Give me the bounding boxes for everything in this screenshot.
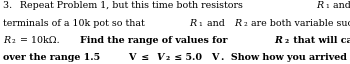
Text: = 10kΩ.: = 10kΩ. [17,36,65,45]
Text: 3.  Repeat Problem 1, but this time both resistors: 3. Repeat Problem 1, but this time both … [3,1,246,10]
Text: R: R [274,36,282,45]
Text: ₂: ₂ [166,53,170,62]
Text: ₂: ₂ [284,36,288,45]
Text: ≤ 5.0: ≤ 5.0 [171,53,202,62]
Text: ₂: ₂ [244,19,247,28]
Text: R: R [234,19,241,28]
Text: .  Show how you arrived at this range.: . Show how you arrived at this range. [221,53,350,62]
Text: terminals of a 10k pot so that: terminals of a 10k pot so that [3,19,148,28]
Text: V: V [128,53,135,62]
Text: and: and [204,19,228,28]
Text: and: and [330,1,350,10]
Text: over the range 1.5: over the range 1.5 [3,53,100,62]
Text: R: R [3,36,10,45]
Text: ₁: ₁ [199,19,203,28]
Text: R: R [316,1,323,10]
Text: are both variable such that 0 ≤: are both variable such that 0 ≤ [248,19,350,28]
Text: V: V [211,53,218,62]
Text: that will cause the output voltage to vary: that will cause the output voltage to va… [289,36,350,45]
Text: ₂: ₂ [12,36,16,45]
Text: ₁: ₁ [326,1,329,10]
Text: Find the range of values for: Find the range of values for [79,36,230,45]
Text: R: R [190,19,197,28]
Text: ≤: ≤ [138,53,152,62]
Text: V: V [156,53,164,62]
